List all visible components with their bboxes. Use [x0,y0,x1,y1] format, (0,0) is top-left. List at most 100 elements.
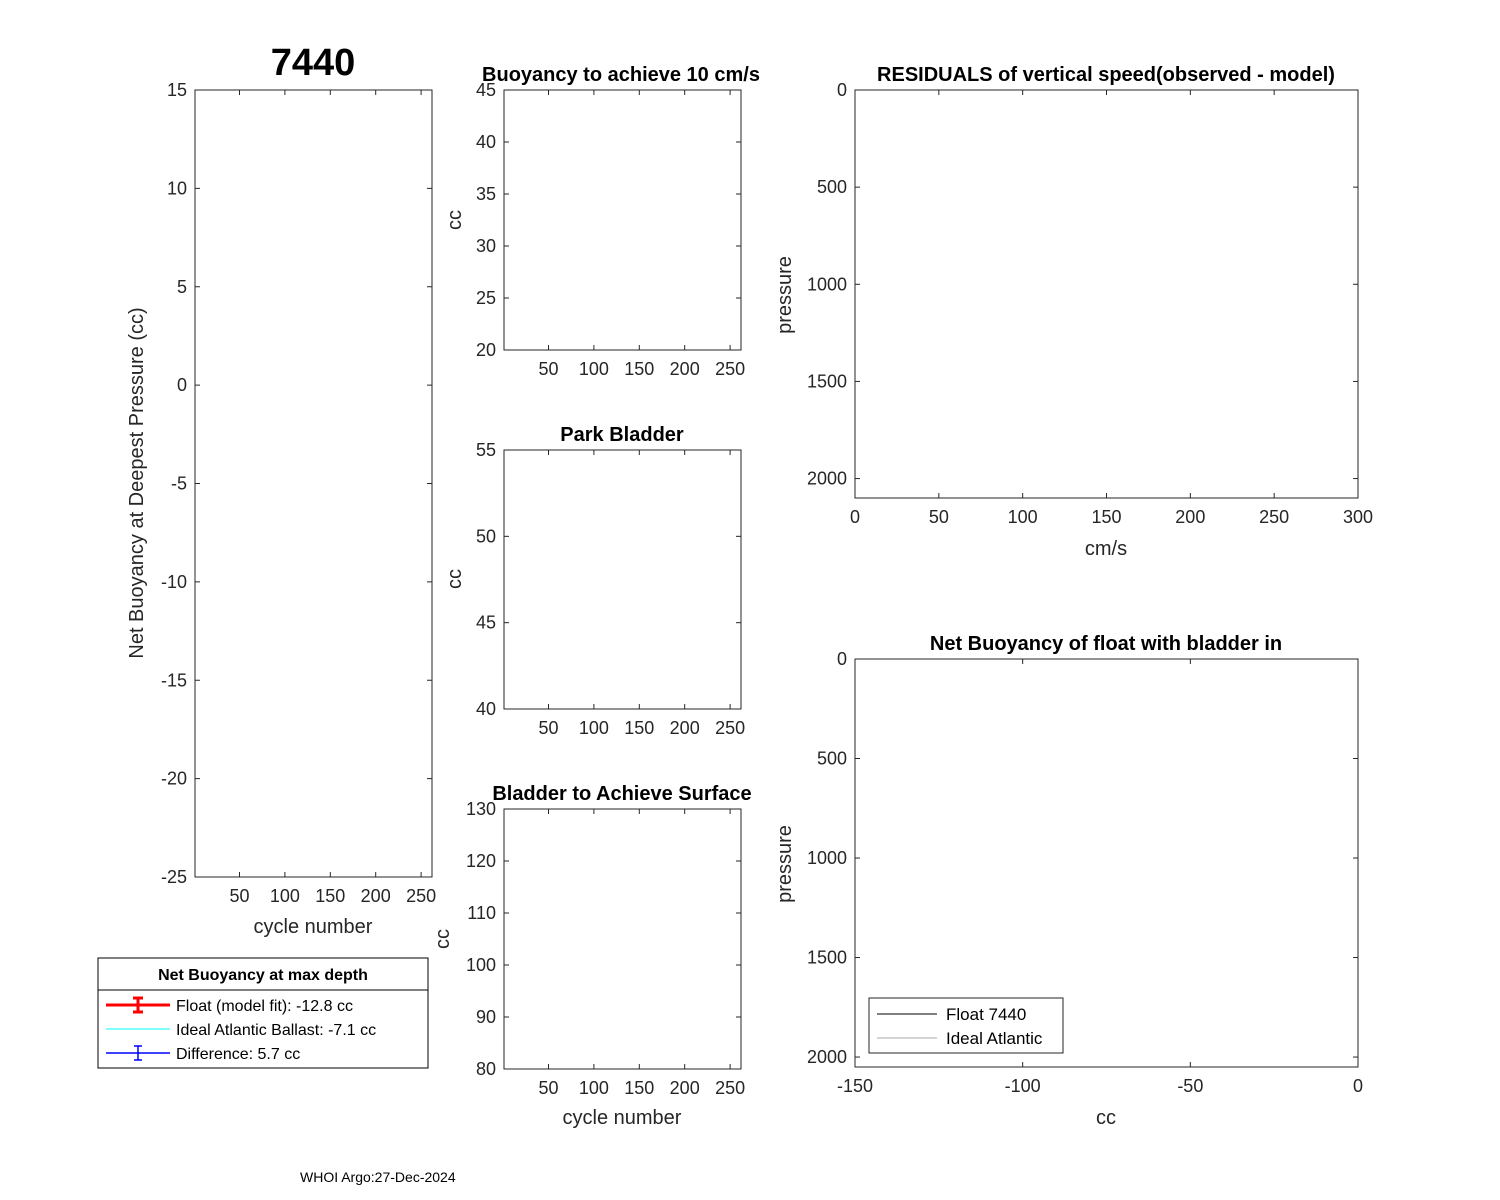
buoyancy-10cms-ylabel: cc [444,210,466,230]
residuals-ytick-label: 500 [817,177,847,197]
legend-label-float: Float (model fit): -12.8 cc [176,998,353,1015]
legend-label-ideal: Ideal Atlantic Ballast: -7.1 cc [176,1022,376,1039]
park-bladder-xtick-label: 100 [579,718,609,738]
legend-label-float-profile: Float 7440 [946,1005,1026,1024]
net-buoyancy-ytick-label: 15 [167,80,187,100]
buoyancy-10cms-ytick-label: 45 [476,80,496,100]
net-buoyancy-xtick-label: 100 [270,886,300,906]
park-bladder-axes: 50 100 150 200 250 40 45 50 55 [476,440,745,738]
residuals-xtick-label: 50 [929,507,949,527]
buoyancy-10cms-ytick-label: 20 [476,340,496,360]
profile-xlabel: cc [1096,1107,1116,1129]
net-buoyancy-profile-ytick-label: 1000 [807,848,847,868]
park-bladder-ytick-label: 55 [476,440,496,460]
residuals-ylabel: pressure [774,256,796,334]
buoyancy-10cms-ytick-label: 35 [476,184,496,204]
residuals-title: RESIDUALS of vertical speed(observed - m… [877,64,1335,86]
bladder-surface-ytick-label: 100 [466,955,496,975]
bladder-surface-frame [503,808,742,1070]
net-buoyancy-profile-ytick-label: 500 [817,749,847,769]
bladder-surface-title: Bladder to Achieve Surface [492,783,751,805]
park-bladder-ylabel: cc [444,569,466,589]
buoyancy-10cms-ytick-label: 25 [476,288,496,308]
float-id-title: 7440 [271,42,356,84]
park-bladder-ytick-label: 45 [476,613,496,633]
legend-entry-float: Float (model fit): -12.8 cc [106,996,353,1015]
buoyancy-10cms-xtick-label: 250 [715,359,745,379]
legend-entry-ideal: Ideal Atlantic Ballast: -7.1 cc [106,1022,376,1039]
park-bladder-ytick-label: 40 [476,699,496,719]
net-buoyancy-xtick-label: 200 [361,886,391,906]
net-buoyancy-ytick-label: -5 [171,474,187,494]
bladder-surface-ytick-label: 130 [466,799,496,819]
buoyancy-10cms-xtick-label: 100 [579,359,609,379]
park-bladder-xtick-label: 200 [670,718,700,738]
net-buoyancy-ytick-label: 0 [177,375,187,395]
bladder-surface-xtick-label: 150 [624,1078,654,1098]
profile-ylabel: pressure [774,825,796,903]
residuals-xtick-label: 150 [1091,507,1121,527]
residuals-xtick-label: 250 [1259,507,1289,527]
residuals-ytick-label: 1000 [807,274,847,294]
net-buoyancy-profile-xtick-label: 0 [1353,1076,1363,1096]
footer-text: WHOI Argo:27-Dec-2024 [300,1169,456,1185]
bladder-surface-ytick-label: 90 [476,1007,496,1027]
residuals-ytick-label: 0 [837,80,847,100]
net-buoyancy-xtick-label: 50 [229,886,249,906]
buoyancy-10cms-ytick-label: 30 [476,236,496,256]
net-buoyancy-ytick-label: -25 [161,867,187,887]
net-buoyancy-axes: 50 100 150 200 250 -25 -20 -15 -10 -5 0 5 10 15 [161,80,436,906]
residuals-frame [854,89,1359,499]
park-bladder-xtick-label: 250 [715,718,745,738]
net-buoyancy-profile-ytick-label: 1500 [807,948,847,968]
residuals-xtick-label: 100 [1008,507,1038,527]
bladder-surface-xtick-label: 100 [579,1078,609,1098]
net-buoyancy-xtick-label: 150 [315,886,345,906]
bladder-surface-xlabel: cycle number [563,1107,682,1129]
buoyancy-10cms-ytick-label: 40 [476,132,496,152]
park-bladder-ytick-label: 50 [476,526,496,546]
profile-title: Net Buoyancy of float with bladder in [930,633,1282,655]
net-buoyancy-xtick-label: 250 [406,886,436,906]
net-buoyancy-legend: Net Buoyancy at max depth Float (model f… [97,957,429,1069]
profile-legend: Float 7440 Ideal Atlantic [868,997,1064,1054]
bladder-surface-ytick-label: 80 [476,1059,496,1079]
net-buoyancy-xlabel: cycle number [254,916,373,938]
residuals-xtick-label: 0 [850,507,860,527]
legend-label-ideal-profile: Ideal Atlantic [946,1029,1043,1048]
park-bladder-title: Park Bladder [560,424,684,446]
park-bladder-xtick-label: 50 [538,718,558,738]
bladder-surface-ylabel: cc [432,929,454,949]
net-buoyancy-ylabel: Net Buoyancy at Deepest Pressure (cc) [126,307,148,658]
buoyancy-10cms-title: Buoyancy to achieve 10 cm/s [482,64,760,86]
residuals-xtick-label: 200 [1175,507,1205,527]
bladder-surface-ytick-label: 120 [466,851,496,871]
net-buoyancy-ytick-label: 10 [167,178,187,198]
residuals-ytick-label: 1500 [807,371,847,391]
net-buoyancy-profile-ytick-label: 2000 [807,1047,847,1067]
bladder-surface-axes: 50 100 150 200 250 80 90 100 110 120 130 [466,799,745,1098]
net-buoyancy-ytick-label: -20 [161,769,187,789]
legend-entry-difference: Difference: 5.7 cc [106,1045,300,1063]
buoyancy-10cms-frame [503,89,742,351]
park-bladder-frame [503,449,742,710]
net-buoyancy-profile-xtick-label: -150 [837,1076,873,1096]
residuals-xtick-label: 300 [1343,507,1373,527]
legend-title: Net Buoyancy at max depth [158,967,368,984]
buoyancy-10cms-axes: 50 100 150 200 250 20 25 30 35 40 45 [476,80,745,379]
bladder-surface-xtick-label: 50 [538,1078,558,1098]
buoyancy-10cms-xtick-label: 150 [624,359,654,379]
residuals-ytick-label: 2000 [807,469,847,489]
buoyancy-10cms-xtick-label: 200 [670,359,700,379]
residuals-xlabel: cm/s [1085,538,1127,560]
net-buoyancy-ytick-label: 5 [177,277,187,297]
bladder-surface-xtick-label: 200 [670,1078,700,1098]
profile-legend-box [868,997,1064,1054]
park-bladder-xtick-label: 150 [624,718,654,738]
net-buoyancy-frame [194,89,433,878]
bladder-surface-ytick-label: 110 [467,903,496,923]
net-buoyancy-profile-xtick-label: -50 [1177,1076,1203,1096]
net-buoyancy-profile-xtick-label: -100 [1005,1076,1041,1096]
